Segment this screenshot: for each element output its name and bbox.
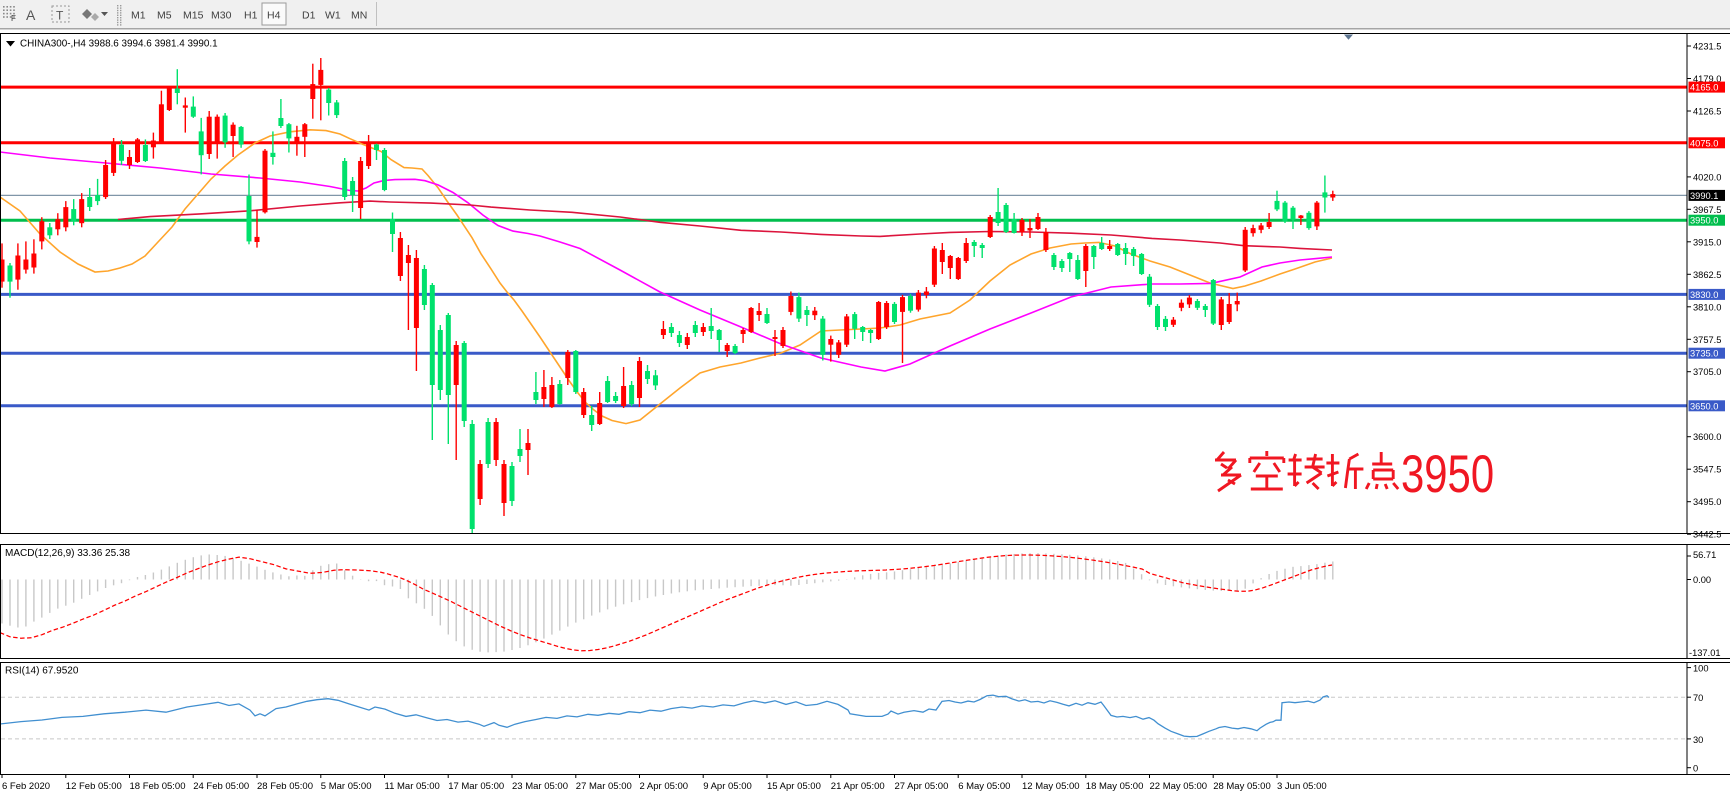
svg-text:4179.0: 4179.0 xyxy=(1693,74,1721,84)
svg-text:5 Mar 05:00: 5 Mar 05:00 xyxy=(321,781,372,792)
svg-text:4165.0: 4165.0 xyxy=(1690,83,1718,93)
svg-text:6 Feb 2020: 6 Feb 2020 xyxy=(2,781,50,792)
svg-text:3830.0: 3830.0 xyxy=(1690,290,1718,300)
svg-text:6 May 05:00: 6 May 05:00 xyxy=(958,781,1010,792)
svg-text:CHINA300-,H4 3988.6 3994.6 39: CHINA300-,H4 3988.6 3994.6 3981.4 3990.1 xyxy=(20,39,218,50)
svg-text:4126.5: 4126.5 xyxy=(1693,107,1721,117)
svg-text:11 Mar 05:00: 11 Mar 05:00 xyxy=(385,781,440,792)
svg-text:M15: M15 xyxy=(183,10,204,22)
svg-text:3862.5: 3862.5 xyxy=(1693,270,1721,280)
svg-text:0.00: 0.00 xyxy=(1693,575,1711,585)
svg-text:18 May 05:00: 18 May 05:00 xyxy=(1086,781,1144,792)
svg-text:W1: W1 xyxy=(325,10,341,22)
svg-text:28 May 05:00: 28 May 05:00 xyxy=(1213,781,1271,792)
svg-text:100: 100 xyxy=(1693,664,1709,674)
svg-text:RSI(14) 67.9520: RSI(14) 67.9520 xyxy=(5,666,79,677)
svg-text:27 Mar 05:00: 27 Mar 05:00 xyxy=(576,781,632,792)
svg-text:M5: M5 xyxy=(157,10,172,22)
svg-text:70: 70 xyxy=(1693,693,1703,703)
svg-text:H1: H1 xyxy=(244,10,258,22)
svg-text:28 Feb 05:00: 28 Feb 05:00 xyxy=(257,781,313,792)
svg-text:18 Feb 05:00: 18 Feb 05:00 xyxy=(130,781,186,792)
svg-text:3757.5: 3757.5 xyxy=(1693,335,1721,345)
svg-text:12 Feb 05:00: 12 Feb 05:00 xyxy=(66,781,122,792)
svg-text:3600.0: 3600.0 xyxy=(1693,432,1721,442)
svg-text:3950.0: 3950.0 xyxy=(1690,216,1718,226)
svg-text:12 May 05:00: 12 May 05:00 xyxy=(1022,781,1080,792)
svg-text:22 May 05:00: 22 May 05:00 xyxy=(1150,781,1208,792)
svg-text:17 Mar 05:00: 17 Mar 05:00 xyxy=(448,781,504,792)
svg-text:3495.0: 3495.0 xyxy=(1693,497,1721,507)
svg-text:2 Apr 05:00: 2 Apr 05:00 xyxy=(640,781,689,792)
svg-text:9 Apr 05:00: 9 Apr 05:00 xyxy=(703,781,752,792)
svg-text:A: A xyxy=(26,7,36,23)
svg-text:56.71: 56.71 xyxy=(1693,550,1716,560)
svg-text:23 Mar 05:00: 23 Mar 05:00 xyxy=(512,781,568,792)
svg-text:15 Apr 05:00: 15 Apr 05:00 xyxy=(767,781,821,792)
svg-text:30: 30 xyxy=(1693,735,1703,745)
svg-text:3950: 3950 xyxy=(1401,445,1494,504)
svg-text:H4: H4 xyxy=(267,10,281,22)
svg-text:3810.0: 3810.0 xyxy=(1693,302,1721,312)
svg-text:3915.0: 3915.0 xyxy=(1693,237,1721,247)
svg-text:3967.5: 3967.5 xyxy=(1693,205,1721,215)
svg-text:3 Jun 05:00: 3 Jun 05:00 xyxy=(1277,781,1327,792)
svg-text:4020.0: 4020.0 xyxy=(1693,172,1721,182)
svg-text:4231.5: 4231.5 xyxy=(1693,42,1721,52)
svg-text:T: T xyxy=(56,9,64,23)
svg-text:0: 0 xyxy=(1693,764,1698,774)
svg-text:3735.0: 3735.0 xyxy=(1690,349,1718,359)
svg-text:21 Apr 05:00: 21 Apr 05:00 xyxy=(831,781,885,792)
svg-text:M1: M1 xyxy=(131,10,146,22)
svg-text:3650.0: 3650.0 xyxy=(1690,401,1718,411)
svg-text:3705.0: 3705.0 xyxy=(1693,367,1721,377)
svg-text:M30: M30 xyxy=(211,10,232,22)
svg-text:MACD(12,26,9) 33.36 25.38: MACD(12,26,9) 33.36 25.38 xyxy=(5,548,131,559)
svg-text:3547.5: 3547.5 xyxy=(1693,465,1721,475)
svg-text:3990.1: 3990.1 xyxy=(1690,191,1718,201)
svg-text:D1: D1 xyxy=(302,10,316,22)
svg-text:MN: MN xyxy=(351,10,367,22)
svg-text:-137.01: -137.01 xyxy=(1689,648,1721,658)
svg-text:F: F xyxy=(11,14,16,23)
svg-text:27 Apr 05:00: 27 Apr 05:00 xyxy=(895,781,949,792)
svg-text:24 Feb 05:00: 24 Feb 05:00 xyxy=(193,781,249,792)
svg-text:4075.0: 4075.0 xyxy=(1690,138,1718,148)
svg-text:3442.5: 3442.5 xyxy=(1693,530,1721,540)
